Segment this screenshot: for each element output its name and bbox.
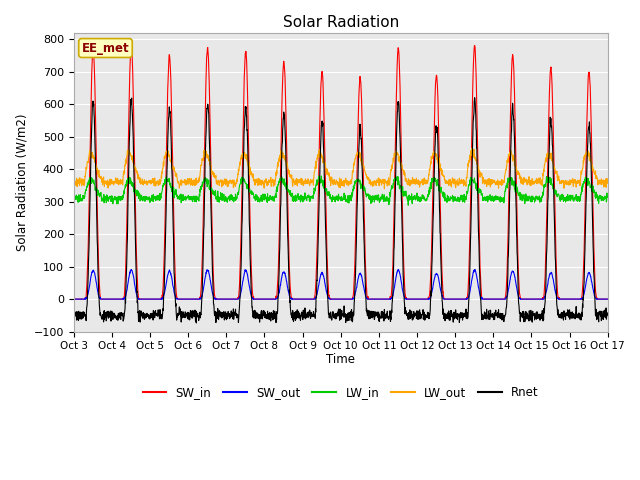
LW_out: [540, 170, 547, 176]
SW_in: [554, 294, 562, 300]
SW_in: [314, 236, 321, 241]
SW_out: [603, 296, 611, 302]
SW_out: [370, 296, 378, 302]
LW_out: [313, 155, 321, 161]
LW_out: [555, 177, 563, 182]
SW_out: [554, 295, 562, 301]
SW_in: [603, 296, 611, 302]
LW_in: [70, 192, 77, 198]
SW_out: [470, 267, 478, 273]
SW_out: [539, 296, 547, 302]
SW_out: [604, 296, 611, 302]
LW_in: [555, 191, 563, 197]
SW_in: [70, 296, 77, 302]
Line: LW_out: LW_out: [74, 148, 607, 189]
Line: Rnet: Rnet: [74, 98, 607, 323]
SW_in: [370, 296, 378, 302]
SW_in: [604, 296, 611, 302]
Line: SW_out: SW_out: [74, 269, 607, 299]
LW_in: [370, 195, 378, 201]
LW_in: [313, 182, 321, 188]
LW_out: [604, 180, 611, 186]
LW_out: [381, 186, 388, 192]
LW_in: [604, 194, 611, 200]
X-axis label: Time: Time: [326, 353, 355, 366]
LW_in: [471, 179, 479, 184]
LW_in: [317, 173, 325, 179]
Rnet: [70, 308, 77, 314]
Legend: SW_in, SW_out, LW_in, LW_out, Rnet: SW_in, SW_out, LW_in, LW_out, Rnet: [138, 381, 543, 404]
SW_in: [539, 296, 547, 302]
Y-axis label: Solar Radiation (W/m2): Solar Radiation (W/m2): [15, 113, 28, 251]
LW_in: [604, 194, 611, 200]
LW_out: [70, 180, 77, 186]
Rnet: [314, 265, 321, 271]
SW_out: [127, 266, 135, 272]
SW_out: [314, 289, 321, 295]
LW_out: [604, 179, 611, 184]
LW_in: [404, 203, 412, 208]
SW_in: [470, 43, 478, 48]
Rnet: [471, 95, 479, 101]
SW_out: [70, 296, 77, 302]
Line: SW_in: SW_in: [74, 45, 607, 299]
Line: LW_in: LW_in: [74, 176, 607, 205]
Rnet: [555, 311, 563, 317]
Rnet: [604, 310, 611, 316]
Text: EE_met: EE_met: [82, 42, 129, 55]
Rnet: [540, 318, 547, 324]
LW_out: [370, 180, 378, 185]
Rnet: [193, 320, 200, 326]
Rnet: [604, 312, 611, 318]
LW_out: [471, 156, 479, 162]
LW_in: [540, 192, 547, 198]
LW_out: [468, 145, 476, 151]
Title: Solar Radiation: Solar Radiation: [282, 15, 399, 30]
Rnet: [470, 96, 478, 102]
Rnet: [370, 309, 378, 314]
SW_in: [127, 42, 135, 48]
